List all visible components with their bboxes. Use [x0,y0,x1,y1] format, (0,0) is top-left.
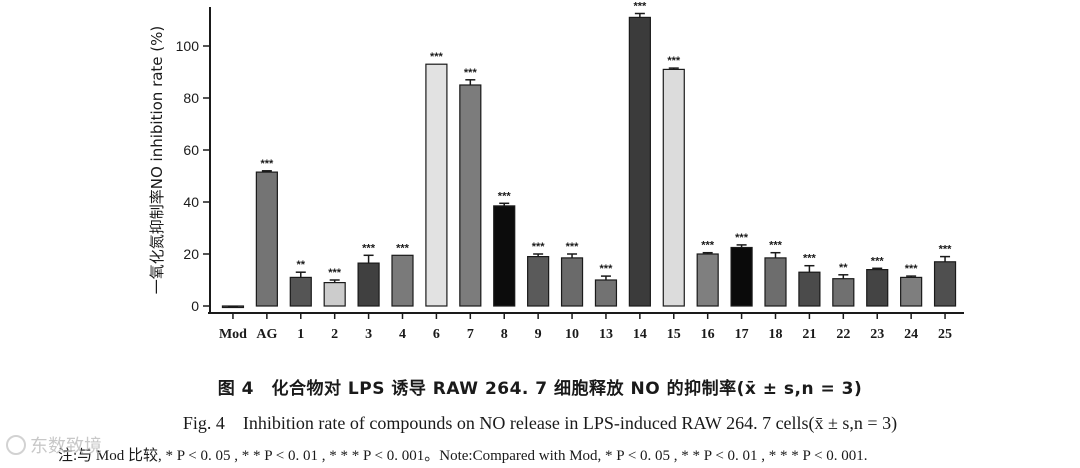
significance-label: ** [296,259,305,271]
chart-bars: *********** *************** **************… [221,1,957,309]
x-tick-label: 15 [667,327,681,342]
x-tick-label: 22 [836,327,850,342]
x-tick-label: AG [256,327,277,342]
figure-caption-chinese: 图 4 化合物对 LPS 诱导 RAW 264. 7 细胞释放 NO 的抑制率(… [217,379,863,399]
bar [289,276,312,307]
x-tick-label: 4 [399,327,406,342]
significance-label: *** [532,241,546,253]
significance-label: *** [905,263,919,275]
x-tick-label: 7 [467,327,474,342]
x-tick-label: 6 [433,327,440,342]
significance-label: *** [498,190,512,202]
y-tick-label: 20 [183,246,199,262]
x-tick-label: Mod [219,327,247,342]
significance-label: *** [464,67,478,79]
bar [560,257,584,307]
bar [357,262,380,307]
x-tick-label: 1 [297,327,304,342]
x-tick-label: 8 [501,327,508,342]
bar [662,68,685,307]
bar [255,171,278,307]
significance-label: *** [769,240,783,252]
bar [628,16,651,307]
x-tick-label: 24 [904,327,918,342]
significance-label: *** [667,55,681,67]
watermark: 东数致境 [6,432,102,458]
significance-label: *** [566,241,580,253]
significance-label: ** [839,262,848,274]
bar [866,269,889,307]
bar [493,205,516,307]
bar [425,63,448,307]
figure-caption-english: Fig. 4 Inhibition rate of compounds on N… [182,413,898,433]
y-tick-label: 0 [191,298,199,314]
figure-note: 注:与 Mod 比较, * P < 0. 05 , * * P < 0. 01 … [58,448,868,464]
y-axis-label: 一氧化氮抑制率NO inhibition rate (%) [148,26,166,295]
y-tick-label: 60 [183,142,199,158]
significance-label: *** [396,242,410,254]
x-tick-label: 13 [599,327,613,342]
bar [933,261,957,307]
y-tick-label: 80 [183,90,199,106]
significance-label: *** [871,255,885,267]
significance-label: *** [430,51,444,63]
x-tick-label: 25 [938,327,952,342]
bar [527,256,550,307]
x-tick-label: 23 [870,327,884,342]
y-tick-label: 40 [183,194,199,210]
bar [594,279,618,307]
x-tick-label: 3 [365,327,372,342]
bar [696,253,719,307]
x-tick-label: 17 [735,327,749,342]
significance-label: *** [260,158,274,170]
significance-label: *** [701,240,715,252]
bar [900,276,923,307]
bar [391,254,414,307]
x-tick-label: 21 [802,327,816,342]
bar [459,84,482,307]
x-tick-label: 18 [769,327,783,342]
significance-label: *** [362,242,376,254]
y-tick-label: 100 [176,38,200,54]
bar [764,257,787,307]
x-tick-label: 9 [535,327,542,342]
significance-label: *** [803,253,817,265]
watermark-text: 东数致境 [30,436,102,457]
x-tick-label: 14 [633,327,647,342]
bar [323,282,346,307]
significance-label: *** [328,267,342,279]
significance-label: *** [735,232,749,244]
x-tick-label: 16 [701,327,715,342]
bar [832,278,855,307]
bar [730,246,753,307]
watermark-logo-icon [6,435,26,455]
bar [798,271,821,307]
x-tick-label: 2 [331,327,338,342]
significance-label: *** [600,263,614,275]
significance-label: *** [939,244,953,256]
x-tick-label: 10 [565,327,579,342]
significance-label: *** [633,1,647,13]
